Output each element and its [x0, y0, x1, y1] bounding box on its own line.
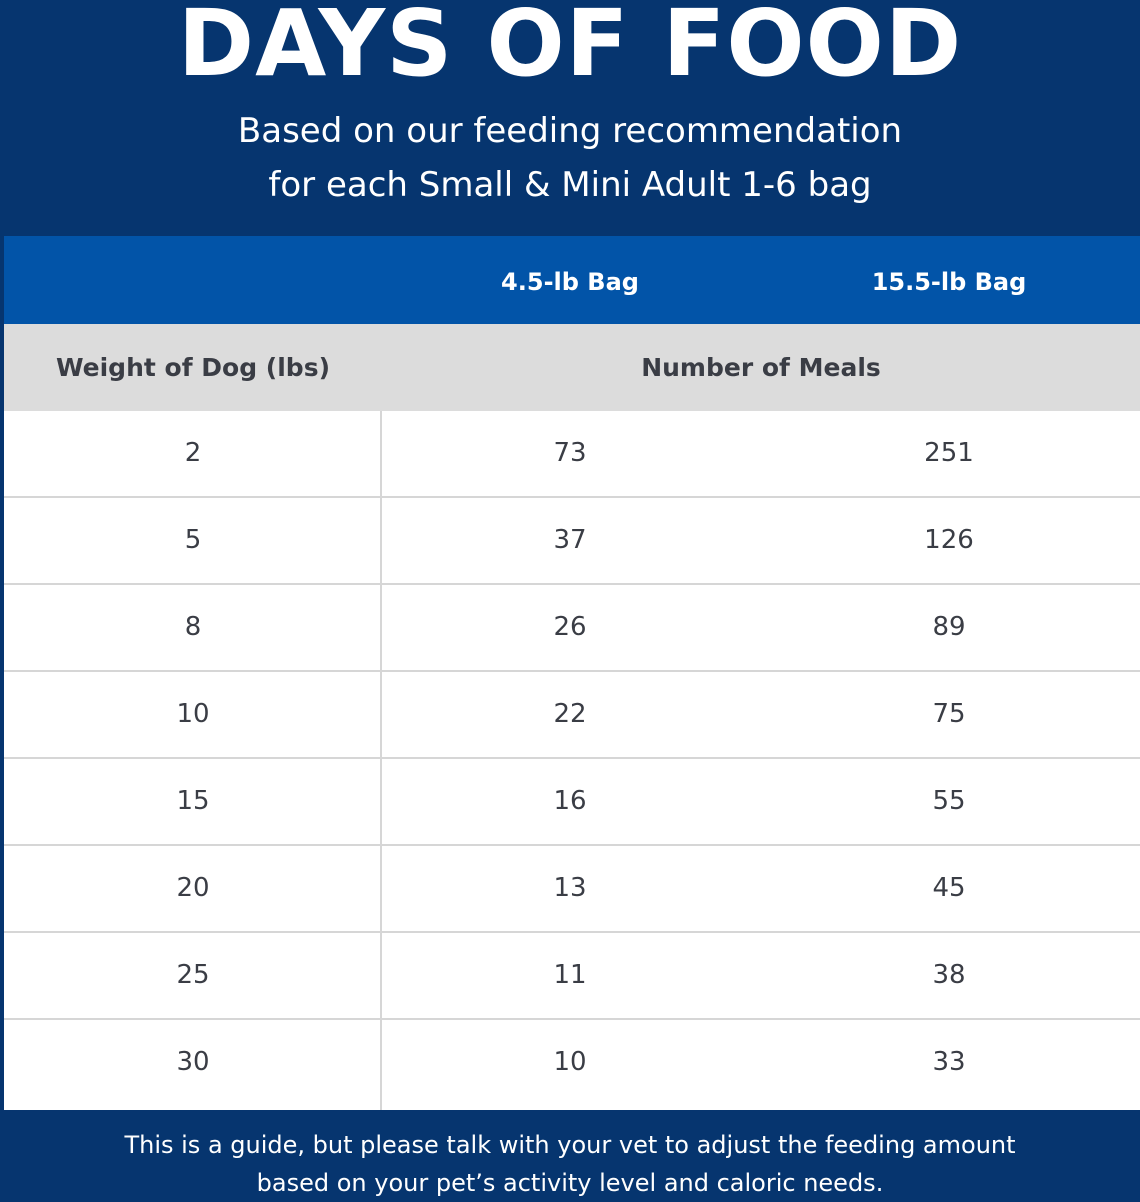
table-row: 8 26 89 [4, 585, 1140, 672]
subtitle-line-1: Based on our feeding recommendation [237, 111, 903, 151]
bag-4-5-lb-meals-cell: 22 [553, 699, 587, 729]
table-body: 2 73 251 5 37 126 8 26 89 10 22 75 15 16 55 20 13 45 25 11 3… [4, 411, 1140, 1110]
bag-15-5-lb-header: 15.5-lb Bag [871, 268, 1027, 296]
weight-cell: 25 [176, 960, 210, 990]
bag-15-5-lb-meals-cell: 45 [932, 873, 966, 903]
footer-note-line-2: based on your pet’s activity level and c… [256, 1169, 884, 1197]
bag-15-5-lb-meals-cell: 89 [932, 612, 966, 642]
meals-table: 4.5-lb Bag 15.5-lb Bag Weight of Dog (lb… [4, 236, 1140, 1110]
bag-4-5-lb-meals-cell: 16 [553, 786, 587, 816]
table-row: 30 10 33 [4, 1020, 1140, 1107]
weight-cell: 20 [176, 873, 210, 903]
bag-4-5-lb-meals-cell: 73 [553, 438, 587, 468]
bag-15-5-lb-meals-cell: 75 [932, 699, 966, 729]
weight-cell: 5 [184, 525, 202, 555]
column-header-row: Weight of Dog (lbs) Number of Meals [4, 324, 1140, 411]
table-row: 2 73 251 [4, 411, 1140, 498]
weight-cell: 30 [176, 1047, 210, 1077]
weight-column-header: Weight of Dog (lbs) [55, 353, 331, 382]
table-row: 20 13 45 [4, 846, 1140, 933]
bag-15-5-lb-meals-cell: 126 [924, 525, 974, 555]
table-row: 15 16 55 [4, 759, 1140, 846]
column-divider [380, 411, 382, 1110]
bag-4-5-lb-meals-cell: 10 [553, 1047, 587, 1077]
bag-4-5-lb-header: 4.5-lb Bag [501, 268, 639, 296]
table-row: 25 11 38 [4, 933, 1140, 1020]
bag-4-5-lb-meals-cell: 11 [553, 960, 587, 990]
weight-cell: 8 [184, 612, 202, 642]
weight-cell: 15 [176, 786, 210, 816]
table-row: 5 37 126 [4, 498, 1140, 585]
bag-size-header-row: 4.5-lb Bag 15.5-lb Bag [4, 236, 1140, 324]
page-subtitle: Based on our feeding recommendation for … [0, 104, 1140, 212]
meals-column-header: Number of Meals [641, 353, 881, 382]
page-footer: This is a guide, but please talk with yo… [0, 1110, 1140, 1200]
bag-15-5-lb-meals-cell: 251 [924, 438, 974, 468]
weight-cell: 10 [176, 699, 210, 729]
weight-cell: 2 [184, 438, 202, 468]
bag-15-5-lb-meals-cell: 38 [932, 960, 966, 990]
bag-15-5-lb-meals-cell: 33 [932, 1047, 966, 1077]
bag-15-5-lb-meals-cell: 55 [932, 786, 966, 816]
table-row: 10 22 75 [4, 672, 1140, 759]
subtitle-line-2: for each Small & Mini Adult 1-6 bag [268, 165, 872, 205]
bag-4-5-lb-meals-cell: 26 [553, 612, 587, 642]
bag-4-5-lb-meals-cell: 13 [553, 873, 587, 903]
footer-note: This is a guide, but please talk with yo… [0, 1126, 1140, 1202]
footer-note-line-1: This is a guide, but please talk with yo… [124, 1131, 1016, 1159]
page-header: DAYS OF FOOD Based on our feeding recomm… [0, 0, 1140, 236]
page-title: DAYS OF FOOD [177, 0, 963, 97]
bag-4-5-lb-meals-cell: 37 [553, 525, 587, 555]
